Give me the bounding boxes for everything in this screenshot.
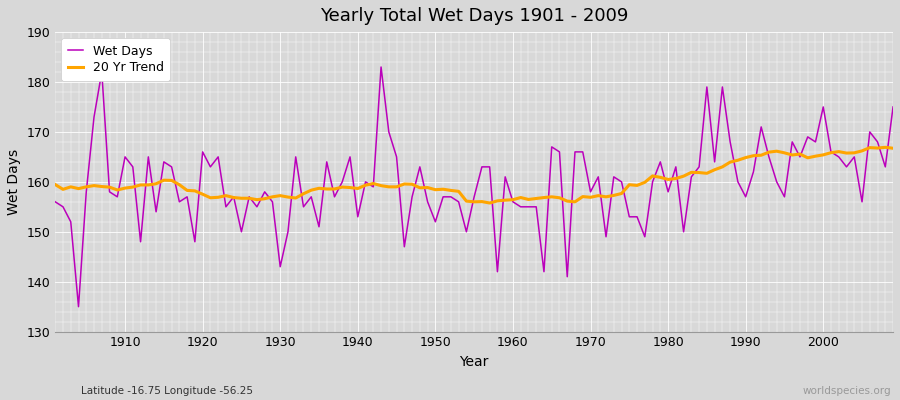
Line: 20 Yr Trend: 20 Yr Trend [55,147,893,203]
20 Yr Trend [608,193,619,198]
Title: Yearly Total Wet Days 1901 - 2009: Yearly Total Wet Days 1901 - 2009 [320,7,628,25]
20 Yr Trend [516,195,526,200]
20 Yr Trend [329,186,340,191]
20 Yr Trend [112,188,122,192]
Wet Days [375,65,386,70]
Wet Days [50,200,60,204]
Text: worldspecies.org: worldspecies.org [803,386,891,396]
Wet Days [337,180,347,184]
Y-axis label: Wet Days: Wet Days [7,149,21,215]
20 Yr Trend [508,197,518,202]
20 Yr Trend [50,182,60,187]
20 Yr Trend [484,201,495,206]
Legend: Wet Days, 20 Yr Trend: Wet Days, 20 Yr Trend [61,38,170,80]
Wet Days [516,204,526,209]
X-axis label: Year: Year [460,355,489,369]
Wet Days [291,154,302,159]
Wet Days [887,104,898,109]
Wet Days [616,180,627,184]
20 Yr Trend [887,146,898,151]
20 Yr Trend [880,145,891,150]
Wet Days [523,204,534,209]
Line: Wet Days: Wet Days [55,67,893,307]
Wet Days [120,154,130,159]
Wet Days [73,304,84,309]
Text: Latitude -16.75 Longitude -56.25: Latitude -16.75 Longitude -56.25 [81,386,253,396]
20 Yr Trend [283,195,293,200]
